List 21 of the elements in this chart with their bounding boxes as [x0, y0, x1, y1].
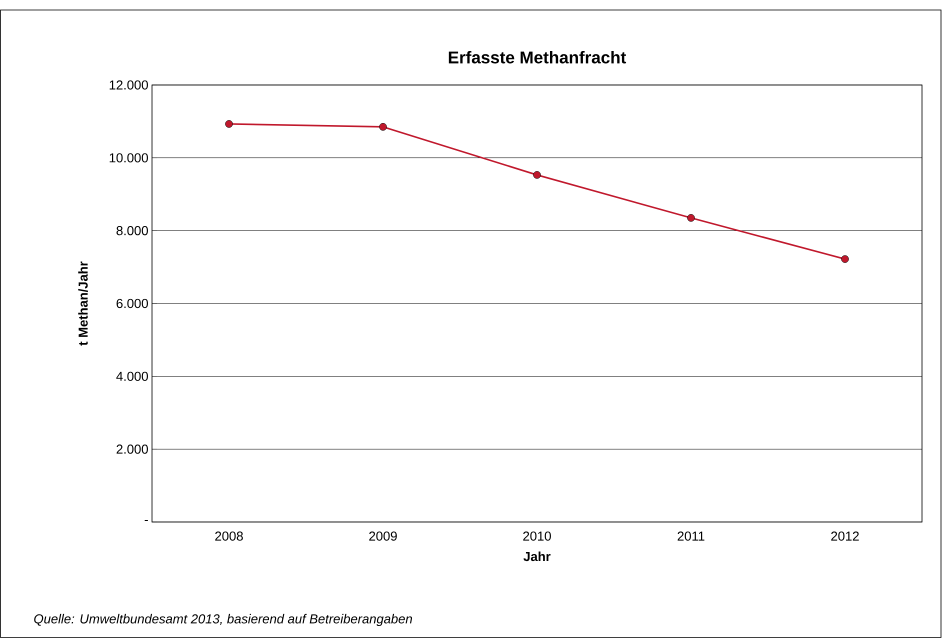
x-axis-title: Jahr [523, 552, 551, 562]
x-tick-label: 2011 [678, 532, 704, 541]
y-axis-title: t Methan/Jahr [78, 261, 88, 346]
point [379, 123, 387, 131]
y-tick-label: 6.000 [116, 298, 148, 308]
y-tick-label: 8.000 [116, 226, 148, 236]
source-note: Quelle: Umweltbundesamt 2013, basierend auf Betreiberangaben [34, 614, 412, 626]
x-tick-label: 2010 [523, 532, 551, 541]
y-tick-label: - [144, 520, 148, 522]
y-tick-label: 2.000 [116, 444, 148, 454]
y-tick-label: 10.000 [110, 153, 148, 162]
x-tick-label: 2009 [369, 532, 397, 541]
y-tick-label: 4.000 [116, 372, 148, 381]
x-tick-label: 2012 [831, 532, 859, 541]
point [841, 255, 849, 263]
chart-title: Erfasste Methanfracht [448, 51, 626, 64]
y-tick-label: 12.000 [110, 80, 148, 90]
point [225, 120, 233, 128]
x-tick-label: 2008 [215, 532, 243, 541]
point [687, 214, 695, 222]
point [533, 171, 541, 179]
